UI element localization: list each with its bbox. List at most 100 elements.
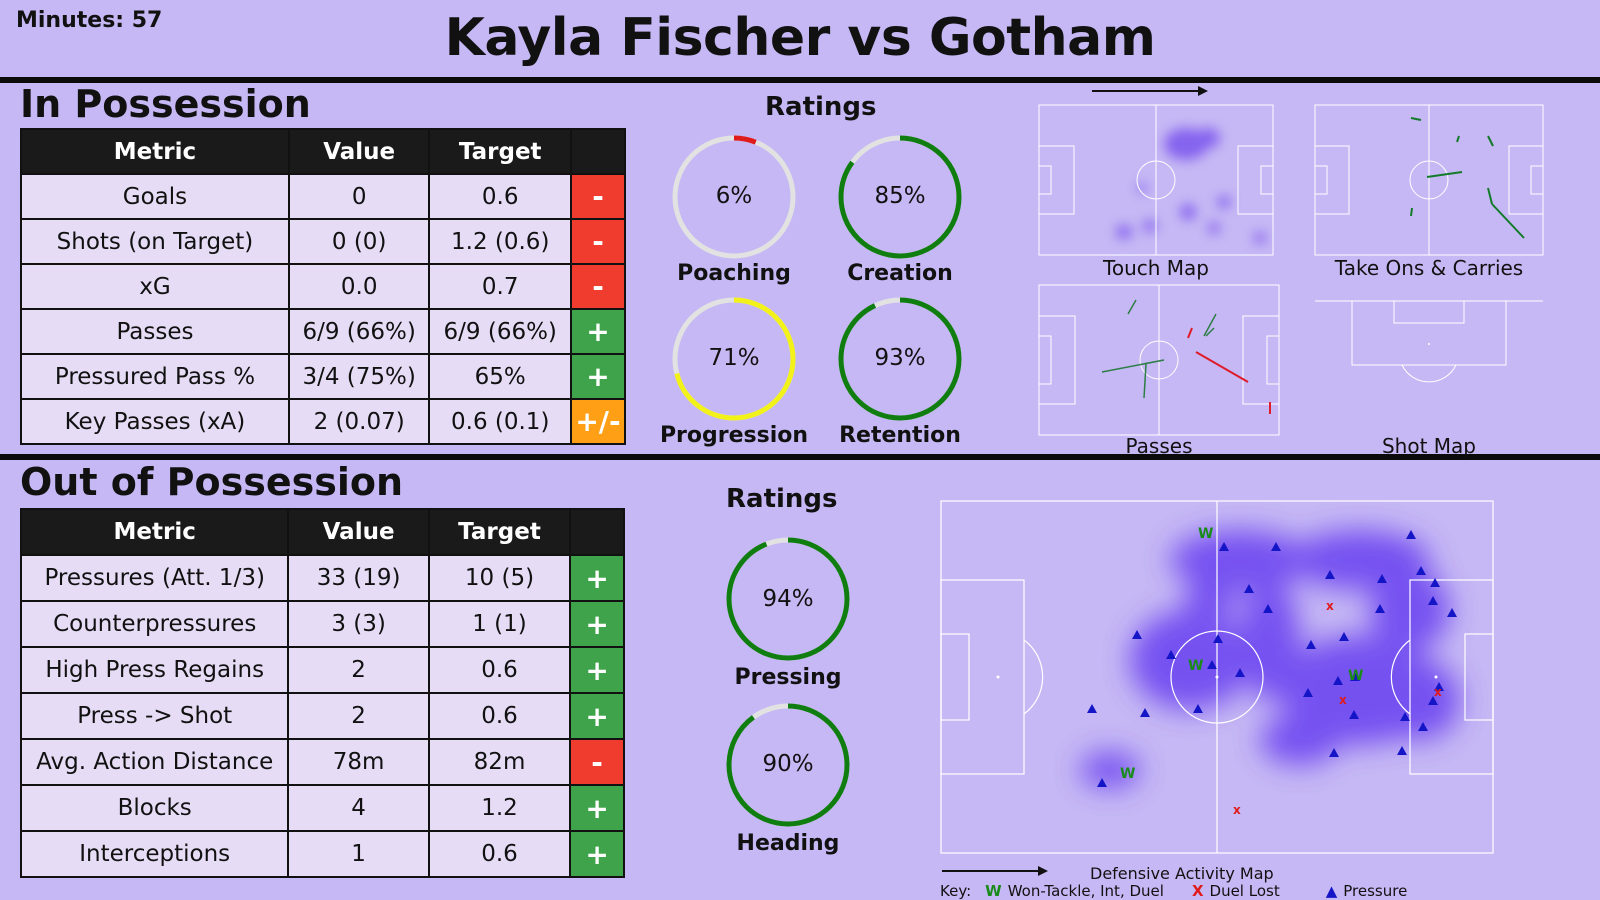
- target-cell: 82m: [427, 738, 572, 786]
- svg-text:W: W: [1198, 526, 1213, 542]
- status-badge: +: [569, 784, 625, 832]
- progression-gauge: [672, 297, 796, 421]
- in-possession-title: In Possession: [20, 82, 311, 126]
- target-cell: 6/9 (66%): [428, 308, 573, 355]
- gauge-arc: [838, 297, 962, 421]
- value-cell: 0.0: [287, 263, 431, 310]
- attack-direction-arrow-icon: [1092, 86, 1208, 96]
- value-cell: 3 (3): [287, 600, 430, 648]
- penalty-spot: [1428, 343, 1430, 345]
- progression-value: 71%: [708, 345, 760, 371]
- svg-text:W: W: [1348, 668, 1363, 684]
- value-cell: 33 (19): [287, 554, 430, 602]
- poaching-value: 6%: [715, 183, 753, 209]
- lost-key-icon: X: [1191, 882, 1204, 900]
- table-row: xG 0.0 0.7 -: [20, 263, 626, 310]
- table-row: Blocks 4 1.2 +: [19, 784, 625, 832]
- target-cell: 1 (1): [427, 600, 572, 648]
- penalty-spot: [1434, 675, 1438, 679]
- target-cell: 1.2 (0.6): [428, 218, 573, 265]
- status-badge: +: [569, 692, 625, 740]
- target-cell: 0.6: [428, 173, 573, 220]
- target-cell: 0.7: [428, 263, 573, 310]
- status-badge: +: [569, 600, 625, 648]
- table-row: High Press Regains 2 0.6 +: [19, 646, 625, 694]
- pressure-markers: [1087, 530, 1457, 787]
- attack-direction-arrow-icon: [942, 866, 1048, 876]
- value-cell: 2: [287, 646, 430, 694]
- table-row: Passes 6/9 (66%) 6/9 (66%) +: [20, 308, 626, 355]
- creation-value: 85%: [874, 183, 926, 209]
- page-title: Kayla Fischer vs Gotham: [444, 8, 1156, 68]
- heading-label: Heading: [736, 831, 840, 856]
- carry-lines: [1410, 117, 1525, 239]
- won-key-label: Won-Tackle, Int, Duel: [1007, 882, 1164, 900]
- gauge-arc: [672, 297, 796, 421]
- metric-cell: Avg. Action Distance: [19, 738, 290, 786]
- value-cell: 2: [287, 692, 430, 740]
- status-badge: +: [570, 308, 626, 355]
- column-header-value: Value: [287, 508, 430, 556]
- status-badge: +: [569, 830, 625, 878]
- creation-gauge: [838, 135, 962, 259]
- pitch-lines: [1314, 104, 1544, 256]
- lost-key-label: Duel Lost: [1209, 882, 1280, 900]
- gauge-arc: [726, 703, 850, 827]
- status-badge: -: [570, 173, 626, 220]
- table-row: Interceptions 1 0.6 +: [19, 830, 625, 878]
- metric-cell: Interceptions: [19, 830, 290, 878]
- pitch-lines: [1315, 300, 1543, 383]
- gauge-arc: [838, 135, 962, 259]
- touch-map: [1038, 104, 1274, 256]
- table-row: Avg. Action Distance 78m 82m -: [19, 738, 625, 786]
- metric-cell: Goals: [20, 173, 290, 220]
- in-possession-ratings-title: Ratings: [765, 92, 877, 122]
- pass-lines-completed: [1101, 299, 1217, 399]
- pressing-gauge: [726, 537, 850, 661]
- metric-cell: Key Passes (xA): [20, 398, 290, 445]
- metric-cell: Counterpressures: [19, 600, 290, 648]
- creation-label: Creation: [847, 261, 953, 286]
- defensive-map-key: Key: W Won-Tackle, Int, Duel X Duel Lost…: [940, 882, 1407, 900]
- touch-heat: [1116, 128, 1266, 244]
- pressing-label: Pressing: [734, 665, 842, 690]
- poaching-label: Poaching: [677, 261, 791, 286]
- value-cell: 78m: [287, 738, 430, 786]
- minutes-label: Minutes: 57: [16, 8, 163, 33]
- won-key-icon: W: [985, 882, 1002, 900]
- top-divider: [0, 77, 1600, 83]
- column-header-target: Target: [428, 128, 573, 175]
- value-cell: 6/9 (66%): [287, 308, 431, 355]
- take-ons-carries-caption: Take Ons & Carries: [1334, 256, 1524, 280]
- retention-gauge: [838, 297, 962, 421]
- table-row: Press -> Shot 2 0.6 +: [19, 692, 625, 740]
- metric-cell: Press -> Shot: [19, 692, 290, 740]
- in-possession-table: Metric Value Target Goals 0 0.6 - Shots …: [20, 128, 626, 445]
- metric-cell: Passes: [20, 308, 290, 355]
- pressure-key-label: Pressure: [1343, 882, 1408, 900]
- retention-label: Retention: [839, 423, 961, 448]
- table-row: Shots (on Target) 0 (0) 1.2 (0.6) -: [20, 218, 626, 265]
- svg-text:x: x: [1233, 803, 1241, 817]
- svg-text:W: W: [1188, 658, 1203, 674]
- out-of-possession-table: Metric Value Target Pressures (Att. 1/3)…: [19, 508, 625, 878]
- column-header-status: [569, 508, 625, 556]
- passes-map: [1038, 284, 1280, 436]
- metric-cell: High Press Regains: [19, 646, 290, 694]
- value-cell: 0 (0): [287, 218, 431, 265]
- pitch-lines: [1038, 104, 1274, 256]
- value-cell: 1: [287, 830, 430, 878]
- table-row: Counterpressures 3 (3) 1 (1) +: [19, 600, 625, 648]
- pressure-key-icon: ▲: [1325, 882, 1338, 900]
- value-cell: 3/4 (75%): [287, 353, 431, 400]
- metric-cell: Pressures (Att. 1/3): [19, 554, 290, 602]
- lost-markers: x x x x: [1233, 599, 1442, 817]
- status-badge: -: [570, 218, 626, 265]
- pass-lines-failed: [1187, 327, 1271, 414]
- status-badge: +: [570, 353, 626, 400]
- status-badge: +: [569, 646, 625, 694]
- status-badge: -: [569, 738, 625, 786]
- pitch-lines: [1038, 284, 1280, 436]
- center-spot: [1215, 675, 1219, 679]
- target-cell: 10 (5): [427, 554, 572, 602]
